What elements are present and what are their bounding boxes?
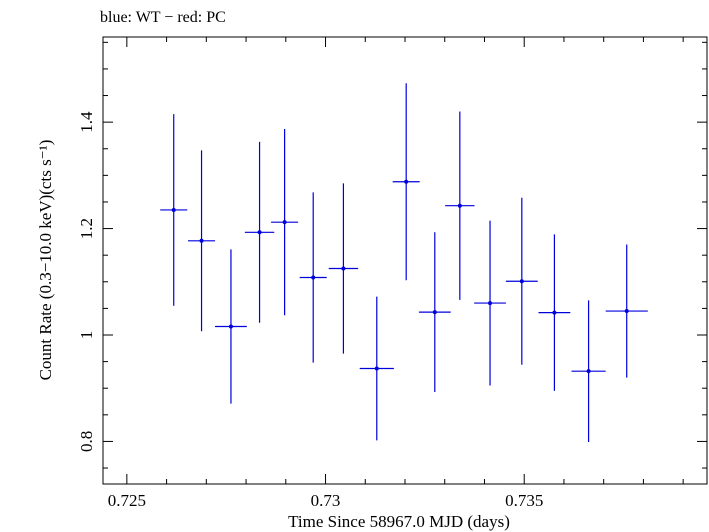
- data-marker: [171, 207, 176, 212]
- data-point: [215, 249, 247, 404]
- data-marker: [432, 310, 437, 315]
- data-point: [359, 296, 394, 441]
- data-marker: [199, 238, 204, 243]
- data-point: [538, 234, 571, 391]
- x-tick-label: 0.735: [505, 491, 543, 510]
- data-point: [299, 192, 327, 363]
- y-tick-label: 1.2: [77, 218, 96, 239]
- x-tick-label: 0.73: [311, 491, 341, 510]
- data-point: [571, 300, 606, 442]
- x-tick-labels: 0.725 0.73 0.735: [108, 491, 544, 510]
- data-point: [188, 150, 216, 332]
- data-marker: [341, 266, 346, 271]
- data-marker: [228, 324, 233, 329]
- data-marker: [257, 230, 262, 235]
- data-marker: [624, 309, 629, 314]
- y-tick-labels: 0.8 1 1.2 1.4: [77, 111, 96, 452]
- axis-ticks: [103, 37, 707, 484]
- chart-title: blue: WT − red: PC: [100, 9, 226, 26]
- data-marker: [457, 203, 462, 208]
- y-axis-label: Count Rate (0.3−10.0 keV)(cts s⁻¹): [36, 140, 55, 381]
- y-tick-label: 1: [77, 331, 96, 340]
- x-tick-label: 0.725: [108, 491, 146, 510]
- data-marker: [282, 220, 287, 225]
- y-tick-label: 0.8: [77, 431, 96, 452]
- data-point: [392, 83, 420, 281]
- data-point: [160, 114, 188, 306]
- data-point: [445, 111, 475, 300]
- data-point: [474, 220, 506, 386]
- data-marker: [488, 301, 493, 306]
- x-axis-label: Time Since 58967.0 MJD (days): [288, 512, 510, 531]
- data-point: [505, 197, 538, 365]
- data-marker: [374, 366, 379, 371]
- data-point: [418, 232, 451, 392]
- data-point: [605, 244, 648, 378]
- data-points: [160, 83, 648, 442]
- data-marker: [404, 179, 409, 184]
- y-tick-label: 1.4: [77, 111, 96, 133]
- data-point: [244, 141, 275, 323]
- data-point: [328, 183, 359, 354]
- plot-frame: [102, 36, 708, 485]
- data-marker: [552, 310, 557, 315]
- data-marker: [519, 279, 524, 284]
- data-marker: [586, 369, 591, 374]
- data-point: [271, 129, 299, 316]
- data-marker: [311, 275, 316, 280]
